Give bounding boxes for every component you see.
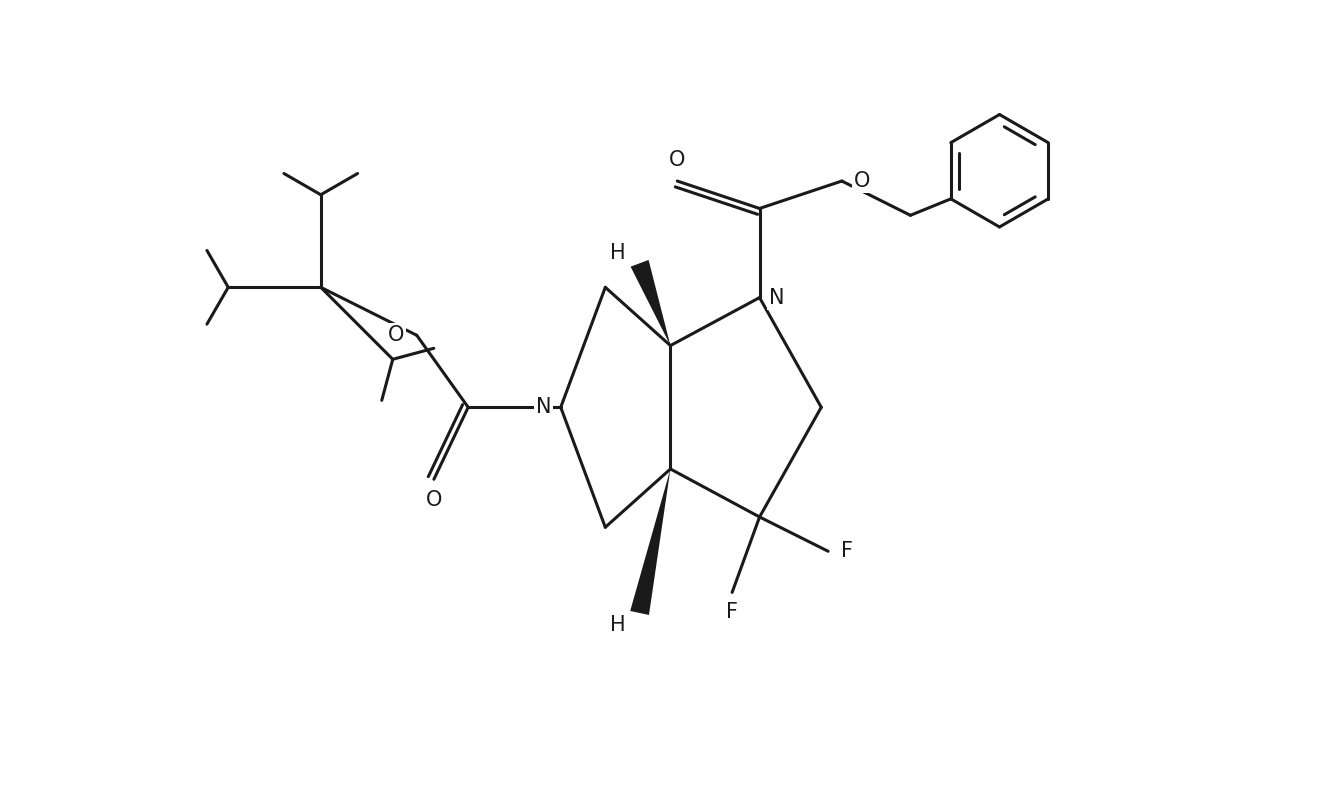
Text: N: N (768, 287, 784, 307)
Text: N: N (536, 397, 551, 418)
Text: O: O (426, 490, 442, 510)
Text: O: O (388, 326, 404, 345)
Text: H: H (610, 615, 626, 635)
Text: F: F (726, 602, 738, 622)
Polygon shape (630, 469, 671, 615)
Text: H: H (610, 243, 626, 263)
Text: O: O (854, 171, 871, 191)
Polygon shape (631, 260, 671, 345)
Text: F: F (842, 542, 854, 561)
Text: O: O (670, 151, 686, 171)
